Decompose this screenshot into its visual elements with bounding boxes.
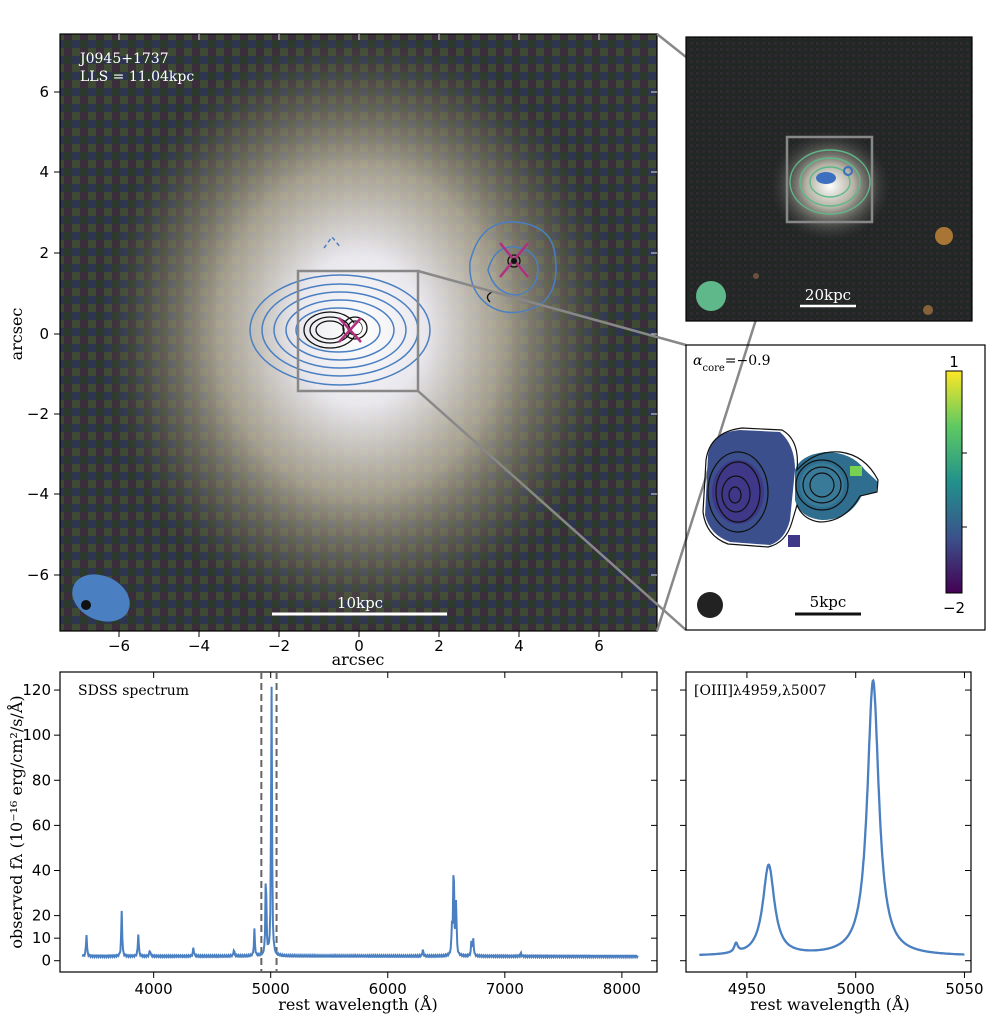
alpha-value: =−0.9: [725, 353, 771, 369]
wide-field-contours: [789, 149, 871, 215]
main-ytick: −4: [27, 485, 49, 503]
x-tick-label: 5000: [837, 980, 875, 998]
colorbar: [945, 370, 963, 594]
main-ylabel: arcsec: [7, 308, 26, 361]
scalebar-main-label: 10kpc: [337, 594, 383, 612]
sdss-y-ticks: 0 10 20 40 60 80 100 120: [22, 681, 657, 970]
sdss-axes-frame: [59, 671, 658, 973]
main-xlabel: arcsec: [332, 650, 385, 669]
x-tick-label: 7000: [486, 980, 524, 998]
x-tick-label: 4000: [135, 980, 173, 998]
sdss-title: SDSS spectrum: [78, 683, 189, 699]
oiii-spectrum-panel: 4950 5000 5050 [OIII]λ4959,λ5007 rest wave…: [680, 671, 984, 1014]
alpha-subscript: core: [702, 363, 724, 374]
y-tick-label: 120: [22, 681, 51, 699]
y-tick-label: 0: [41, 952, 51, 970]
companion-core-dot: [511, 258, 517, 264]
inset-wide-field: 20kpc: [685, 36, 973, 322]
x-tick-label: 6000: [369, 980, 407, 998]
alpha-symbol: α: [693, 353, 703, 369]
x-tick-label: 5000: [252, 980, 290, 998]
y-tick-label: 60: [32, 816, 51, 834]
field-star: [753, 273, 759, 279]
colorbar-max-label: 1: [949, 353, 959, 371]
oiii-xlabel: rest wavelength (Å): [750, 994, 910, 1014]
oiii-y-ticks: [680, 689, 971, 962]
scalebar-inset-label: 20kpc: [805, 286, 851, 304]
oiii-spectrum-line: [699, 678, 965, 956]
main-xtick: −2: [268, 637, 290, 655]
main-ytick: 0: [39, 325, 49, 343]
main-ytick: 4: [39, 163, 49, 181]
x-tick-label: 8000: [603, 980, 641, 998]
spectral-index-panel: αcore=−0.9 1 −2 5kpc: [685, 344, 986, 631]
spectral-index-contours: [702, 427, 879, 548]
wide-field-companion: [843, 166, 853, 176]
wide-field-galaxy: [770, 131, 890, 241]
lls-label: LLS = 11.04kpc: [80, 69, 194, 85]
sdss-ylabel: observed fλ (10⁻¹⁶ erg/cm²/s/Å): [6, 695, 26, 948]
main-y-tick-labels: 6 4 2 0 −2 −4 −6: [27, 83, 49, 584]
main-x-ticks: [118, 34, 600, 637]
main-xtick: 4: [514, 637, 524, 655]
main-x-tick-labels: −6 −4 −2 0 2 4 6: [108, 637, 604, 655]
sdss-spectrum-panel: 4000 5000 6000 7000 8000 0 10 20 40 60 80 100 120 S…: [6, 671, 658, 1014]
colorbar-min-label: −2: [943, 599, 965, 617]
spectral-index-beam: [697, 592, 723, 618]
field-star: [923, 305, 933, 315]
x-tick-label: 4950: [728, 980, 766, 998]
sdss-x-ticks: 4000 5000 6000 7000 8000: [135, 672, 641, 998]
y-tick-label: 20: [32, 907, 51, 925]
main-ytick: 6: [39, 83, 49, 101]
source-name: J0945+1737: [78, 51, 169, 67]
inset-frame: [685, 36, 973, 322]
y-tick-label: 10: [32, 929, 51, 947]
main-ytick: −2: [27, 405, 49, 423]
zoom-box-main: [296, 269, 420, 393]
wide-field-core: [816, 172, 836, 184]
alpha-core-label: αcore=−0.9: [693, 353, 771, 374]
spectral-index-map-image: [705, 430, 878, 547]
oiii-title: [OIII]λ4959,λ5007: [694, 683, 826, 699]
sdss-spectrum-line: [81, 686, 639, 960]
oiii-axes-frame: [685, 671, 972, 973]
main-xtick: 6: [594, 637, 604, 655]
main-y-ticks: [54, 91, 657, 576]
field-star: [935, 227, 953, 245]
sdss-xlabel: rest wavelength (Å): [278, 994, 438, 1014]
zoom-box-inset: [785, 135, 874, 224]
oiii-x-ticks: 4950 5000 5050: [728, 672, 984, 998]
main-xtick: −4: [188, 637, 210, 655]
main-xtick: 0: [354, 637, 364, 655]
x-tick-label: 5050: [945, 980, 983, 998]
y-tick-label: 80: [32, 771, 51, 789]
main-ytick: −6: [27, 566, 49, 584]
inset-beam: [696, 281, 726, 311]
main-image-panel: J0945+1737 LLS = 11.04kpc 10kpc −6 −4: [7, 33, 658, 669]
radio-beam-black: [81, 600, 91, 610]
scalebar-spectral-index-label: 5kpc: [810, 593, 847, 611]
main-ytick: 2: [39, 244, 49, 262]
main-xtick: 2: [434, 637, 444, 655]
y-tick-label: 40: [32, 861, 51, 879]
spectral-index-frame: [685, 344, 986, 631]
main-xtick: −6: [108, 637, 130, 655]
y-tick-label: 100: [22, 726, 51, 744]
